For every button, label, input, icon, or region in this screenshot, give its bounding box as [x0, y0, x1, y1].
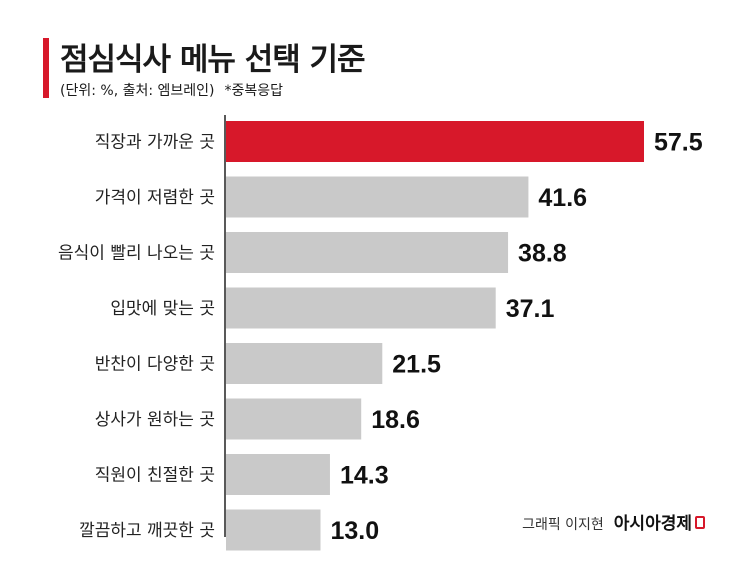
- category-label-6: 상사가 원하는 곳: [95, 410, 215, 430]
- chart-subtitle: (단위: %, 출처: 엠브레인) *중복응답: [60, 80, 283, 100]
- bar-2: [226, 176, 529, 218]
- bar-3: [226, 232, 509, 273]
- value-label-2: 41.6: [538, 184, 587, 212]
- value-label-4: 37.1: [506, 295, 555, 323]
- title-accent-bar: [43, 38, 49, 98]
- bar-1: [226, 121, 644, 162]
- multiple-response-note: *중복응답: [224, 83, 284, 99]
- category-label-4: 입맛에 맞는 곳: [110, 299, 215, 319]
- value-label-7: 14.3: [340, 462, 389, 490]
- value-label-6: 18.6: [371, 406, 420, 434]
- value-label-5: 21.5: [392, 351, 441, 379]
- category-label-2: 가격이 저렴한 곳: [95, 188, 215, 208]
- value-label-3: 38.8: [518, 240, 567, 268]
- category-label-8: 깔끔하고 깨끗한 곳: [79, 521, 215, 541]
- bar-7: [226, 454, 330, 495]
- category-label-5: 반찬이 다양한 곳: [95, 355, 215, 375]
- bar-5: [226, 343, 383, 384]
- bar-6: [226, 398, 362, 440]
- brand-mark-icon: [695, 516, 705, 529]
- value-label-1: 57.5: [654, 129, 703, 157]
- bar-8: [226, 509, 321, 551]
- credit: 그래픽 이지현 아시아경제: [522, 509, 705, 534]
- category-label-3: 음식이 빨리 나오는 곳: [58, 244, 215, 264]
- bar-4: [226, 287, 496, 329]
- category-label-7: 직원이 친절한 곳: [95, 466, 215, 486]
- value-label-8: 13.0: [331, 517, 380, 545]
- category-label-1: 직장과 가까운 곳: [95, 133, 215, 153]
- chart-title: 점심식사 메뉴 선택 기준: [60, 42, 366, 78]
- bars-group: 직장과 가까운 곳 57.5 가격이 저렴한 곳 41.6 음식이 빨리 나오는 곳 38…: [58, 121, 703, 551]
- graphic-byline: 그래픽 이지현: [522, 517, 604, 533]
- source-note: (단위: %, 출처: 엠브레인): [60, 83, 215, 99]
- brand-logo: 아시아경제: [613, 514, 692, 534]
